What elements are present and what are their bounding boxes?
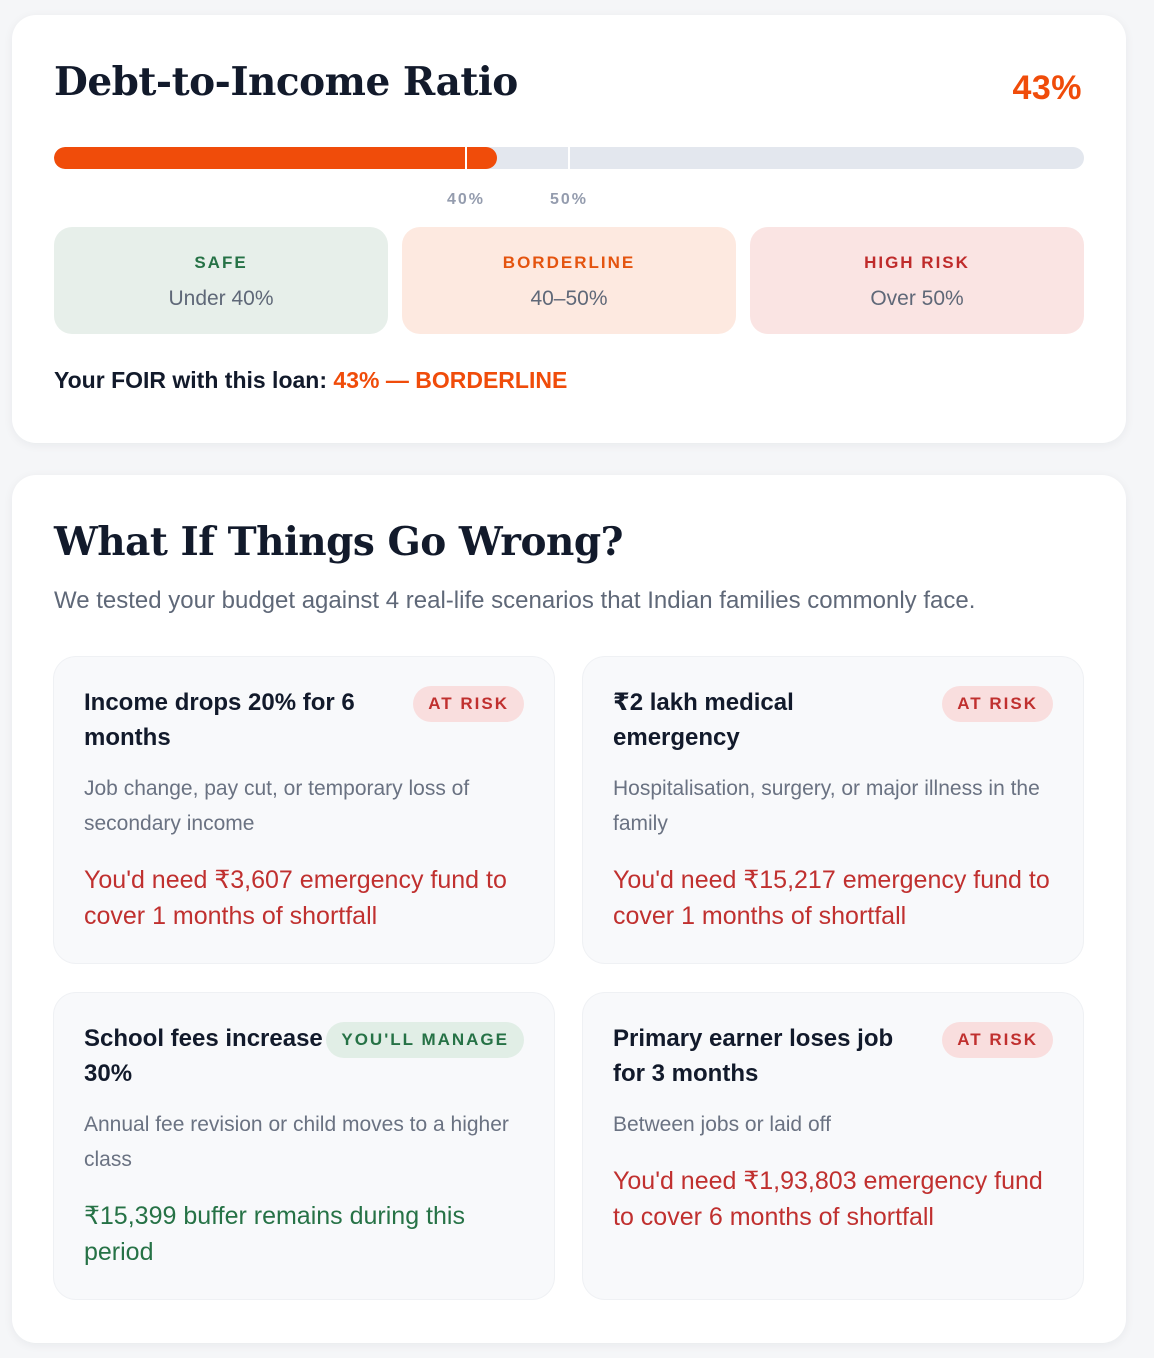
what-if-card: What If Things Go Wrong? We tested your … [12, 475, 1126, 1343]
dti-title: Debt-to-Income Ratio [54, 59, 518, 105]
dti-card: Debt-to-Income Ratio 43% 40% 50% SAFE Un… [12, 15, 1126, 443]
marker-40 [465, 147, 467, 169]
what-if-subtitle: We tested your budget against 4 real-lif… [54, 587, 976, 614]
scenario-title: Primary earner loses job for 3 months [613, 1025, 894, 1087]
zone-safe-title: SAFE [194, 253, 248, 272]
scenario-card-school-fees: School fees increase 30% YOU'LL MANAGE A… [54, 993, 554, 1299]
scenario-title: Income drops 20% for 6 months [84, 689, 355, 751]
zone-safe: SAFE Under 40% [54, 227, 388, 334]
zone-high-risk-title: HIGH RISK [864, 253, 970, 272]
scenario-description: Job change, pay cut, or temporary loss o… [84, 777, 470, 835]
scenario-title: School fees increase 30% [84, 1025, 323, 1087]
scenario-description: Between jobs or laid off [613, 1113, 831, 1136]
zone-high-risk-range: Over 50% [870, 287, 964, 310]
tick-label-50: 50% [549, 191, 589, 208]
marker-50 [568, 147, 570, 169]
dti-progress-fill [54, 147, 497, 169]
zone-safe-range: Under 40% [168, 287, 274, 310]
scenario-card-income-drop: Income drops 20% for 6 months AT RISK Jo… [54, 657, 554, 963]
dti-progress-bar [54, 147, 1084, 169]
scenario-description: Hospitalisation, surgery, or major illne… [613, 777, 1040, 835]
status-badge: YOU'LL MANAGE [326, 1022, 524, 1058]
tick-label-40: 40% [446, 191, 486, 208]
scenario-title: ₹2 lakh medical emergency [613, 689, 794, 751]
scenario-card-job-loss: Primary earner loses job for 3 months AT… [583, 993, 1083, 1299]
zone-borderline-range: 40–50% [530, 287, 608, 310]
zone-borderline-title: BORDERLINE [502, 253, 636, 272]
foir-value: 43% — BORDERLINE [333, 367, 568, 393]
zone-borderline: BORDERLINE 40–50% [402, 227, 736, 334]
scenario-result: You'd need ₹15,217 emergency fund to cov… [613, 866, 1050, 930]
scenario-card-medical-emergency: ₹2 lakh medical emergency AT RISK Hospit… [583, 657, 1083, 963]
what-if-title: What If Things Go Wrong? [54, 519, 623, 565]
dti-value: 43% [1012, 69, 1082, 107]
scenario-result: You'd need ₹1,93,803 emergency fund to c… [613, 1167, 1043, 1231]
status-badge: AT RISK [942, 1022, 1053, 1058]
scenario-result: ₹15,399 buffer remains during this perio… [84, 1202, 465, 1266]
zone-high-risk: HIGH RISK Over 50% [750, 227, 1084, 334]
foir-summary: Your FOIR with this loan: 43% — BORDERLI… [54, 367, 567, 394]
status-badge: AT RISK [942, 686, 1053, 722]
foir-label: Your FOIR with this loan: [54, 367, 334, 393]
status-badge: AT RISK [413, 686, 524, 722]
scenario-description: Annual fee revision or child moves to a … [84, 1113, 509, 1171]
scenario-result: You'd need ₹3,607 emergency fund to cove… [84, 866, 507, 930]
